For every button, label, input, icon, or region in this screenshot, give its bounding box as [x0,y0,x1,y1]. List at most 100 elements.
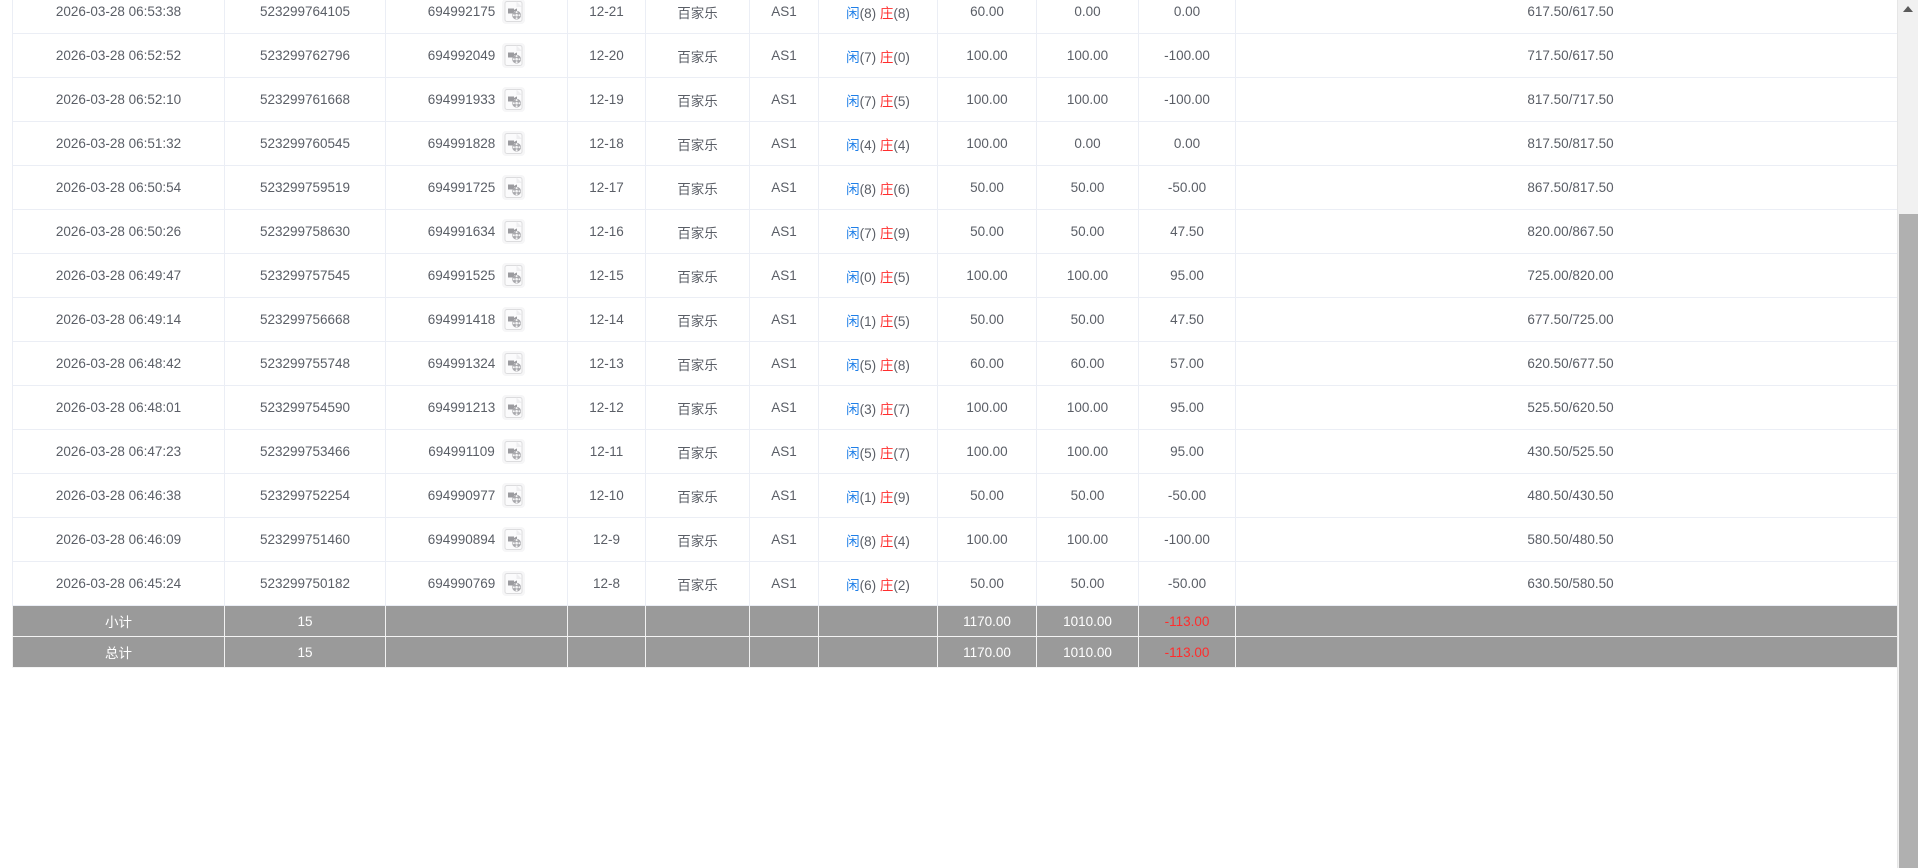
cell-shoe-round: 12-21 [567,0,646,34]
summary-blank [385,605,568,637]
cell-result: 闲(7) 庄(9) [818,209,938,254]
table-row[interactable]: 2026-03-28 06:51:32 523299760545 694991828… [12,121,1897,166]
summary-blank [1235,605,1897,637]
video-replay-icon[interactable] [502,87,526,112]
cell-table-id: AS1 [749,77,819,122]
table-row[interactable]: 2026-03-28 06:53:38 523299764105 694992175… [12,0,1897,34]
result-player-value: (5) [859,357,877,373]
summary-blank [749,636,819,668]
video-replay-icon[interactable] [502,351,526,376]
cell-shoe-round: 12-13 [567,341,646,386]
video-replay-icon[interactable] [501,439,525,464]
cell-valid-bet: 50.00 [1036,209,1139,254]
video-replay-icon[interactable] [502,0,526,24]
table-row[interactable]: 2026-03-28 06:46:38 523299752254 694990977… [12,473,1897,518]
result-banker-label: 庄 [879,181,894,197]
result-banker-value: (5) [893,93,910,109]
cell-time: 2026-03-28 06:52:52 [12,33,225,78]
video-replay-icon[interactable] [502,307,526,332]
cell-time: 2026-03-28 06:46:09 [12,517,225,562]
table-row[interactable]: 2026-03-28 06:48:42 523299755748 694991324… [12,341,1897,386]
video-replay-icon[interactable] [502,131,526,156]
table-row[interactable]: 2026-03-28 06:49:47 523299757545 694991525… [12,253,1897,298]
cell-game-name: 百家乐 [645,0,750,34]
cell-game-number: 694991634 [385,209,568,254]
cell-game-name: 百家乐 [645,253,750,298]
game-number-text: 694990769 [427,576,496,591]
result-player-value: (6) [859,577,877,593]
cell-bet-number: 523299758630 [224,209,386,254]
cell-shoe-round: 12-9 [567,517,646,562]
cell-balance: 725.00/820.00 [1235,253,1897,298]
video-replay-icon[interactable] [502,571,526,596]
scroll-up-arrow-icon[interactable] [1898,0,1918,18]
table-row[interactable]: 2026-03-28 06:50:26 523299758630 694991634… [12,209,1897,254]
result-banker-value: (5) [893,313,910,329]
cell-result: 闲(1) 庄(5) [818,297,938,342]
result-player-value: (1) [859,313,877,329]
cell-shoe-round: 12-16 [567,209,646,254]
game-number-text: 694991933 [427,92,496,107]
cell-table-id: AS1 [749,253,819,298]
table-row[interactable]: 2026-03-28 06:49:14 523299756668 694991418… [12,297,1897,342]
result-banker-value: (7) [893,401,910,417]
summary-blank [645,605,750,637]
cell-table-id: AS1 [749,297,819,342]
cell-game-name: 百家乐 [645,429,750,474]
cell-valid-bet: 0.00 [1036,121,1139,166]
result-banker-label: 庄 [879,533,894,549]
game-number-text: 694992049 [427,48,496,63]
table-row[interactable]: 2026-03-28 06:47:23 523299753466 694991109… [12,429,1897,474]
cell-bet-number: 523299750182 [224,561,386,606]
result-player-value: (7) [859,225,877,241]
table-row[interactable]: 2026-03-28 06:48:01 523299754590 694991213… [12,385,1897,430]
result-player-label: 闲 [846,93,860,109]
cell-game-name: 百家乐 [645,165,750,210]
cell-result: 闲(8) 庄(4) [818,517,938,562]
video-replay-icon[interactable] [502,219,526,244]
table-row[interactable]: 2026-03-28 06:46:09 523299751460 694990894… [12,517,1897,562]
cell-game-number: 694991109 [385,429,568,474]
table-row[interactable]: 2026-03-28 06:50:54 523299759519 694991725… [12,165,1897,210]
video-replay-icon[interactable] [502,527,526,552]
cell-balance: 867.50/817.50 [1235,165,1897,210]
cell-time: 2026-03-28 06:51:32 [12,121,225,166]
cell-valid-bet: 50.00 [1036,561,1139,606]
cell-table-id: AS1 [749,33,819,78]
cell-shoe-round: 12-14 [567,297,646,342]
summary-blank [749,605,819,637]
cell-table-id: AS1 [749,429,819,474]
cell-bet-amount: 60.00 [937,341,1037,386]
table-row[interactable]: 2026-03-28 06:52:52 523299762796 694992049… [12,33,1897,78]
video-replay-icon[interactable] [502,175,526,200]
result-banker-label: 庄 [879,445,894,461]
table-body: 2026-03-28 06:53:38 523299764105 694992175… [12,0,1897,606]
table-row[interactable]: 2026-03-28 06:45:24 523299750182 694990769… [12,561,1897,606]
table-row[interactable]: 2026-03-28 06:52:10 523299761668 694991933… [12,77,1897,122]
cell-bet-number: 523299759519 [224,165,386,210]
video-replay-icon[interactable] [502,395,526,420]
cell-bet-number: 523299757545 [224,253,386,298]
cell-valid-bet: 100.00 [1036,77,1139,122]
cell-balance: 817.50/717.50 [1235,77,1897,122]
game-number-text: 694991213 [427,400,496,415]
scrollbar-thumb[interactable] [1899,214,1918,868]
cell-bet-number: 523299756668 [224,297,386,342]
video-replay-icon[interactable] [502,263,526,288]
video-replay-icon[interactable] [502,483,526,508]
cell-win-loss: -50.00 [1138,473,1236,518]
cell-win-loss: 95.00 [1138,253,1236,298]
vertical-scrollbar[interactable] [1897,0,1918,868]
summary-win-total: -113.00 [1138,636,1236,668]
video-replay-icon[interactable] [502,43,526,68]
cell-shoe-round: 12-12 [567,385,646,430]
game-number-text: 694992175 [427,4,496,19]
cell-bet-amount: 100.00 [937,517,1037,562]
result-banker-label: 庄 [879,49,894,65]
summary-count: 15 [224,636,386,668]
cell-valid-bet: 100.00 [1036,429,1139,474]
cell-table-id: AS1 [749,517,819,562]
cell-balance: 817.50/817.50 [1235,121,1897,166]
cell-result: 闲(8) 庄(8) [818,0,938,34]
cell-bet-amount: 100.00 [937,385,1037,430]
